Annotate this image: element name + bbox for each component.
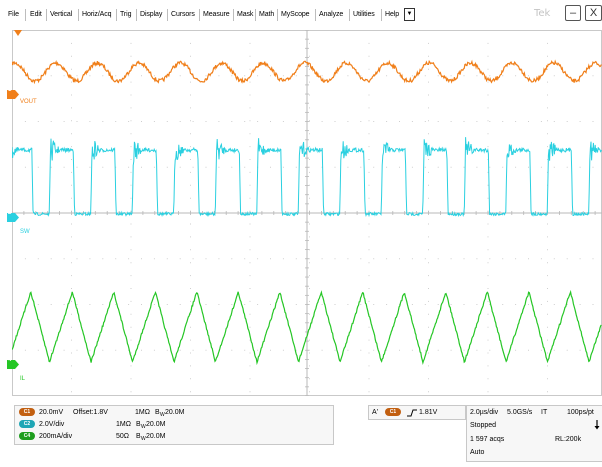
menu-separator (25, 9, 26, 21)
ch1-bandwidth: 20.0M (165, 409, 185, 416)
ch4-bandwidth: 20.0M (146, 433, 166, 440)
down-arrow-icon (594, 420, 600, 430)
menu-separator (255, 9, 256, 21)
ch2-readout[interactable]: C2 2.0V/div 1MΩ B W 20.0M (19, 419, 329, 430)
menu-separator (78, 9, 79, 21)
minimize-icon[interactable]: – (565, 5, 581, 21)
menu-vertical[interactable]: Vertical (50, 11, 73, 18)
menu-file[interactable]: File (8, 11, 19, 18)
ch2-badge: C2 (19, 420, 35, 429)
sample-rate: 5.0GS/s (507, 409, 533, 416)
menu-separator (277, 9, 278, 21)
brand-logo: Tek (534, 8, 551, 19)
menu-measure[interactable]: Measure (203, 11, 230, 18)
menu-separator (381, 9, 382, 21)
resolution: 100ps/pt (567, 409, 594, 416)
ch4-readout[interactable]: C4 200mA/div 50Ω B W 20.0M (19, 431, 329, 442)
menu-separator (46, 9, 47, 21)
ch1-badge: C1 (19, 408, 35, 417)
ch1-impedance: 1MΩ (135, 409, 150, 416)
sw-trace (12, 137, 602, 218)
ch1-trace-label: VOUT (20, 99, 37, 105)
record-length: RL:200k (555, 436, 582, 443)
acq-state: Stopped (470, 422, 497, 429)
trigger-position-marker (14, 30, 22, 36)
menu-separator (233, 9, 234, 21)
menu-separator (136, 9, 137, 21)
menu-bar: File Edit Vertical Horiz/Acq Trig Displa… (0, 0, 602, 30)
trigger-source-badge: C1 (385, 408, 401, 416)
menu-help[interactable]: Help (385, 11, 399, 18)
menu-horiz-acq[interactable]: Horiz/Acq (82, 11, 112, 18)
menu-trig[interactable]: Trig (120, 11, 132, 18)
menu-separator (199, 9, 200, 21)
ch4-ground-marker[interactable]: 4 (7, 356, 19, 369)
trigger-mode-auto: Auto (470, 449, 485, 456)
ch4-impedance: 50Ω (116, 433, 130, 440)
ch4-trace-label: IL (20, 376, 26, 382)
menu-edit[interactable]: Edit (30, 11, 42, 18)
ch2-impedance: 1MΩ (116, 421, 131, 428)
menu-separator (116, 9, 117, 21)
graticule (12, 30, 602, 396)
ch1-marker-label: 1 (8, 87, 12, 93)
acq-count: 1 597 acqs (470, 436, 505, 443)
ch2-bandwidth: 20.0M (146, 421, 166, 428)
ch1-bw-prefix: B (155, 409, 160, 416)
menu-display[interactable]: Display (140, 11, 163, 18)
menu-mask[interactable]: Mask (237, 11, 254, 18)
menu-separator (315, 9, 316, 21)
rising-edge-icon (407, 409, 417, 417)
ch1-ground-marker[interactable]: 1 (7, 86, 19, 99)
ch4-bw-sub: W (141, 436, 146, 442)
menu-separator (349, 9, 350, 21)
menu-math[interactable]: Math (259, 11, 275, 18)
ch2-bw-sub: W (141, 424, 146, 430)
ch4-marker-label: 4 (8, 357, 12, 363)
ch1-scale: 20.0mV (39, 409, 64, 416)
trigger-mode: A' (372, 409, 379, 416)
trigger-level: 1.81V (419, 409, 438, 416)
waveform-display[interactable] (12, 30, 602, 396)
ch1-readout[interactable]: C1 20.0mV Offset:1.8V 1MΩ B W 20.0M (19, 407, 329, 418)
ch2-scale: 2.0V/div (39, 421, 65, 428)
ch2-bw-prefix: B (136, 421, 141, 428)
menu-myscope[interactable]: MyScope (281, 11, 310, 18)
menu-utilities[interactable]: Utilities (353, 11, 375, 18)
ch2-ground-marker[interactable]: 2 (7, 209, 19, 222)
il-trace (12, 289, 602, 366)
trigger-readout[interactable]: A' C1 1.81V (368, 405, 466, 420)
ch2-trace-label: SW (20, 229, 30, 235)
ch4-badge: C4 (19, 432, 35, 441)
menu-analyze[interactable]: Analyze (319, 11, 344, 18)
channel-readout-panel[interactable]: C1 20.0mV Offset:1.8V 1MΩ B W 20.0M C2 2… (14, 405, 334, 445)
menu-cursors[interactable]: Cursors (171, 11, 195, 18)
ch1-bw-sub: W (160, 412, 165, 418)
ch4-scale: 200mA/div (39, 433, 73, 440)
menu-separator (167, 9, 168, 21)
triangle-down-icon[interactable]: ▼ (404, 8, 415, 21)
horizontal-readout[interactable]: 2.0µs/div 5.0GS/s IT 100ps/pt Stopped 1 … (466, 405, 602, 462)
close-button[interactable]: X (585, 5, 602, 21)
vout-trace (12, 59, 602, 85)
acq-mode: IT (541, 409, 548, 416)
ch1-offset: Offset:1.8V (73, 409, 108, 416)
timebase: 2.0µs/div (470, 409, 499, 416)
ch4-bw-prefix: B (136, 433, 141, 440)
ch2-marker-label: 2 (8, 210, 12, 216)
